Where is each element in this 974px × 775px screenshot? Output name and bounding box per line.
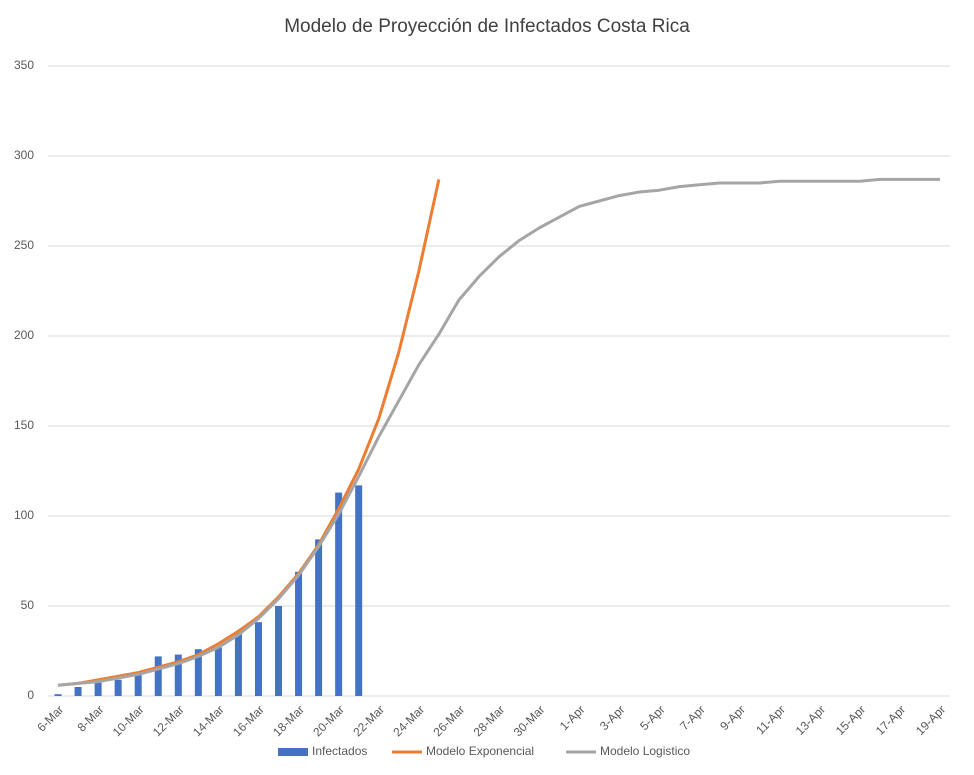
line bbox=[57, 179, 441, 687]
bar bbox=[114, 679, 122, 696]
x-tick-label: 5-Apr bbox=[637, 702, 668, 733]
x-tick-label: 8-Mar bbox=[74, 702, 106, 734]
x-tick-label: 6-Mar bbox=[34, 702, 66, 734]
x-tick-label: 20-Mar bbox=[310, 702, 347, 739]
x-tick-label: 16-Mar bbox=[230, 702, 267, 739]
x-tick-label: 17-Apr bbox=[873, 702, 908, 737]
bar bbox=[315, 539, 323, 696]
x-tick-label: 22-Mar bbox=[350, 702, 387, 739]
bar bbox=[154, 656, 162, 696]
y-tick-label: 300 bbox=[14, 148, 34, 162]
y-tick-label: 100 bbox=[14, 508, 34, 522]
bar bbox=[94, 679, 102, 696]
bar bbox=[214, 647, 222, 696]
x-tick-label: 7-Apr bbox=[677, 702, 708, 733]
x-tick-label: 14-Mar bbox=[190, 702, 227, 739]
legend-label: Infectados bbox=[312, 744, 367, 758]
x-tick-label: 26-Mar bbox=[430, 702, 467, 739]
bar bbox=[234, 633, 242, 696]
legend-label: Modelo Exponencial bbox=[426, 744, 534, 758]
bar bbox=[54, 694, 62, 696]
y-tick-label: 200 bbox=[14, 328, 34, 342]
bar bbox=[74, 687, 82, 696]
x-tick-label: 9-Apr bbox=[717, 702, 748, 733]
y-tick-label: 350 bbox=[14, 58, 34, 72]
y-tick-label: 250 bbox=[14, 238, 34, 252]
bar bbox=[194, 649, 202, 696]
x-tick-label: 18-Mar bbox=[270, 702, 307, 739]
y-tick-label: 50 bbox=[21, 598, 35, 612]
y-tick-label: 0 bbox=[27, 688, 34, 702]
legend-label: Modelo Logistico bbox=[600, 744, 690, 758]
x-tick-label: 15-Apr bbox=[833, 702, 868, 737]
bar bbox=[355, 485, 363, 696]
bar bbox=[134, 672, 142, 696]
bar bbox=[335, 492, 343, 696]
x-tick-label: 30-Mar bbox=[511, 702, 548, 739]
line bbox=[57, 177, 940, 687]
x-tick-label: 3-Apr bbox=[597, 702, 628, 733]
x-tick-label: 1-Apr bbox=[557, 702, 588, 733]
bar bbox=[275, 606, 283, 696]
bar bbox=[174, 654, 182, 696]
x-tick-label: 12-Mar bbox=[150, 702, 187, 739]
bar bbox=[295, 571, 303, 696]
x-tick-label: 10-Mar bbox=[110, 702, 147, 739]
x-tick-label: 24-Mar bbox=[390, 702, 427, 739]
legend-swatch bbox=[278, 748, 308, 756]
chart-title: Modelo de Proyección de Infectados Costa… bbox=[284, 16, 690, 37]
bar bbox=[254, 622, 262, 696]
x-tick-label: 28-Mar bbox=[471, 702, 508, 739]
x-tick-label: 19-Apr bbox=[913, 702, 948, 737]
x-tick-label: 11-Apr bbox=[753, 702, 788, 737]
y-tick-label: 150 bbox=[14, 418, 34, 432]
x-tick-label: 13-Apr bbox=[793, 702, 828, 737]
